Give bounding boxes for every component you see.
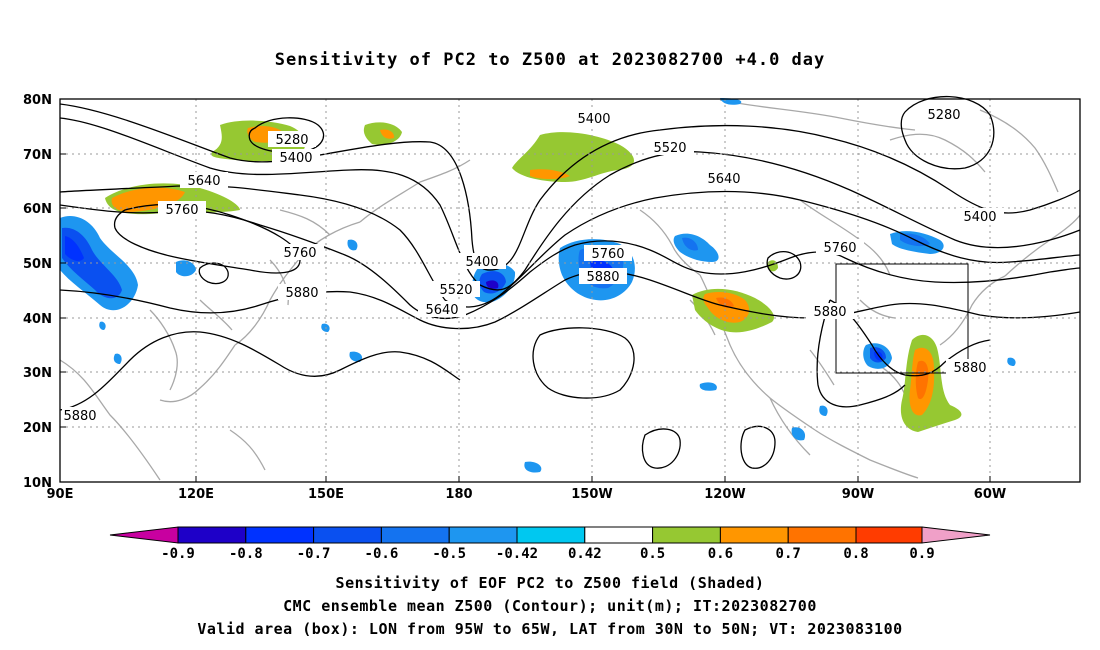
page-title: Sensitivity of PC2 to Z500 at 2023082700…	[274, 50, 826, 70]
contour-label: 5280	[927, 108, 960, 123]
contour-label: 5400	[279, 151, 312, 166]
contour-label: 5640	[707, 172, 740, 187]
contour-label: 5400	[577, 112, 610, 127]
colorbar-segment	[584, 526, 654, 544]
colorbar-segment	[855, 526, 923, 544]
lat-label: 30N	[23, 366, 52, 381]
lon-label: 180	[445, 487, 472, 502]
lon-label: 90W	[842, 487, 874, 502]
contour-label: 5280	[275, 133, 308, 148]
colorbar-segment	[177, 526, 247, 544]
contour-label: 5640	[425, 303, 458, 318]
colorbar-label: -0.6	[365, 546, 399, 562]
axis-ticks	[60, 98, 991, 482]
colorbar-label: -0.8	[229, 546, 263, 562]
plot-frame	[59, 98, 1081, 483]
contour-label: 5400	[465, 255, 498, 270]
z500-contours	[59, 95, 1081, 469]
lon-label: 90E	[47, 487, 74, 502]
lat-label: 50N	[23, 257, 52, 272]
contour-label: 5880	[63, 409, 96, 424]
colorbar-label: -0.42	[496, 546, 538, 562]
lon-label: 150E	[308, 487, 344, 502]
contour-label: 5520	[439, 283, 472, 298]
colorbar-left-triangle	[109, 526, 179, 544]
colorbar-label: 0.5	[640, 546, 665, 562]
colorbar-label: 0.7	[776, 546, 801, 562]
contour-labels: 5280 5400 5640 5760 5760 5880 5400 5520 …	[62, 106, 1004, 424]
colorbar-segment	[448, 526, 518, 544]
longitude-labels: 90E 120E 150E 180 150W 120W 90W 60W	[47, 487, 1007, 502]
lon-label: 120W	[704, 487, 745, 502]
contour-label: 5760	[283, 246, 316, 261]
caption-valid-area: Valid area (box): LON from 95W to 65W, L…	[197, 620, 903, 638]
caption-shading: Sensitivity of EOF PC2 to Z500 field (Sh…	[335, 574, 765, 592]
contour-label: 5400	[963, 210, 996, 225]
colorbar-right-triangle	[921, 526, 991, 544]
grid-lines	[60, 99, 1080, 482]
colorbar-label: 0.42	[568, 546, 602, 562]
colorbar-label: 0.8	[843, 546, 868, 562]
contour-label: 5640	[187, 174, 220, 189]
contour-label: 5760	[165, 203, 198, 218]
colorbar-segment	[245, 526, 315, 544]
caption-contour: CMC ensemble mean Z500 (Contour); unit(m…	[283, 597, 817, 615]
lat-label: 60N	[23, 202, 52, 217]
contour-label: 5880	[813, 305, 846, 320]
lat-label: 70N	[23, 148, 52, 163]
lon-label: 60W	[974, 487, 1006, 502]
latitude-labels: 80N 70N 60N 50N 40N 30N 20N 10N	[23, 93, 52, 491]
lat-label: 80N	[23, 93, 52, 108]
contour-label: 5760	[591, 247, 624, 262]
colorbar-label: -0.7	[297, 546, 331, 562]
colorbar: -0.9 -0.8 -0.7 -0.6 -0.5 -0.42 0.42 0.5 …	[109, 526, 991, 562]
contour-label: 5880	[586, 270, 619, 285]
colorbar-segment	[719, 526, 789, 544]
lon-label: 150W	[571, 487, 612, 502]
lon-label: 120E	[178, 487, 214, 502]
contour-label: 5880	[953, 361, 986, 376]
contour-label: 5520	[653, 141, 686, 156]
colorbar-segment	[652, 526, 721, 544]
colorbar-segment	[313, 526, 382, 544]
colorbar-label: 0.9	[909, 546, 934, 562]
lat-label: 10N	[23, 476, 52, 491]
lat-label: 20N	[23, 421, 52, 436]
lat-label: 40N	[23, 312, 52, 327]
colorbar-label: -0.9	[161, 546, 195, 562]
contour-label: 5760	[823, 241, 856, 256]
colorbar-segment	[380, 526, 450, 544]
colorbar-label: 0.6	[708, 546, 733, 562]
colorbar-segment	[787, 526, 857, 544]
colorbar-label: -0.5	[432, 546, 466, 562]
colorbar-segment	[516, 526, 586, 544]
contour-label: 5880	[285, 286, 318, 301]
